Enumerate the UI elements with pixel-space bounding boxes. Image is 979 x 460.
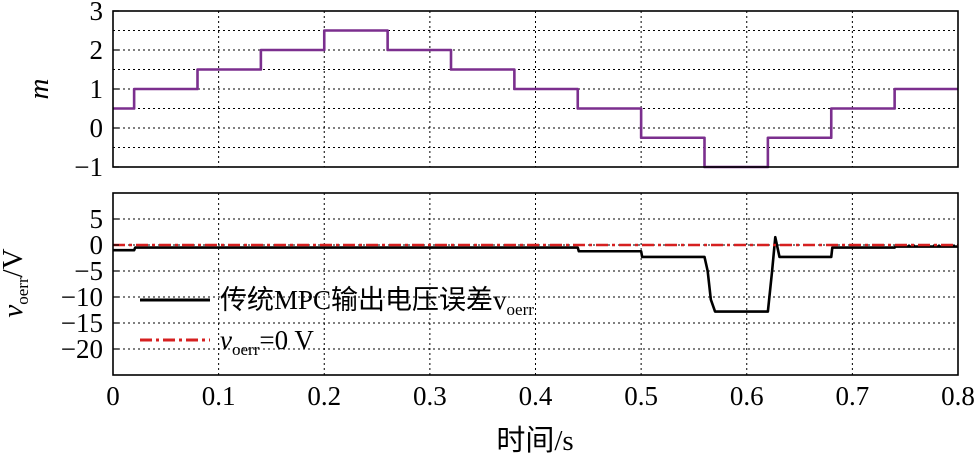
top-series-line-0 xyxy=(113,29,958,169)
top-y-tick-label: 3 xyxy=(90,0,104,26)
x-tick-label: 0.5 xyxy=(624,381,658,411)
bottom-y-tick-label: −10 xyxy=(61,282,103,312)
x-axis-label: 时间/s xyxy=(496,424,573,457)
legend-label-zero-reference-subscript: oerr xyxy=(232,340,260,359)
y-label-unit: /V xyxy=(0,248,29,277)
x-tick-label: 0.8 xyxy=(941,381,975,411)
x-tick-labels: 0 0.1 0.2 0.3 0.4 0.5 0.6 0.7 0.8 xyxy=(106,381,975,411)
bottom-y-tick-labels: 50−5−10−15−20 xyxy=(61,204,119,364)
top-y-tick-labels: −1 0 1 2 3 xyxy=(74,0,119,182)
top-y-axis-label: m xyxy=(23,79,55,100)
legend-label-zero-reference-tail: =0 V xyxy=(259,325,314,355)
bottom-y-tick-label: −5 xyxy=(74,256,103,286)
voltage-error-panel: 50−5−10−15−20 0 0.1 0.2 0.3 0.4 0.5 0.6 0.7 0.8 … xyxy=(0,192,975,457)
x-tick-label: 0.1 xyxy=(202,381,236,411)
y-label-main: v xyxy=(0,305,29,318)
bottom-series-line-0 xyxy=(113,235,958,313)
legend-label-zero-reference-main: v xyxy=(220,325,232,355)
legend-label-traditional-mpc-subscript: oerr xyxy=(507,300,535,319)
y-label-subscript: oerr xyxy=(13,277,32,305)
x-tick-label: 0.3 xyxy=(413,381,447,411)
top-y-tick-label: −1 xyxy=(74,152,103,182)
top-y-tick-label: 0 xyxy=(90,113,104,143)
bottom-y-tick-label: −15 xyxy=(61,308,103,338)
x-tick-label: 0.7 xyxy=(836,381,870,411)
bottom-y-axis-label: voerr/V xyxy=(0,248,32,317)
x-tick-label: 0.6 xyxy=(730,381,764,411)
x-tick-label: 0 xyxy=(106,381,120,411)
bottom-series-group xyxy=(113,235,958,313)
bottom-y-tick-label: 5 xyxy=(90,204,104,234)
bottom-y-tick-label: 0 xyxy=(90,230,104,260)
top-y-tick-label: 2 xyxy=(90,35,104,65)
legend-label-traditional-mpc-main: 传统MPC输出电压误差v xyxy=(220,285,507,315)
legend-label-zero-reference: voerr=0 V xyxy=(220,325,314,359)
bottom-y-tick-label: −20 xyxy=(61,334,103,364)
x-tick-label: 0.4 xyxy=(519,381,553,411)
modulation-index-panel: −1 0 1 2 3 m xyxy=(23,0,959,182)
legend-label-traditional-mpc: 传统MPC输出电压误差voerr xyxy=(220,285,534,319)
bottom-plot-frame xyxy=(112,192,959,376)
top-y-tick-label: 1 xyxy=(90,74,104,104)
x-tick-label: 0.2 xyxy=(307,381,341,411)
top-series-group xyxy=(113,29,958,169)
legend: 传统MPC输出电压误差voerr voerr=0 V xyxy=(140,285,534,359)
